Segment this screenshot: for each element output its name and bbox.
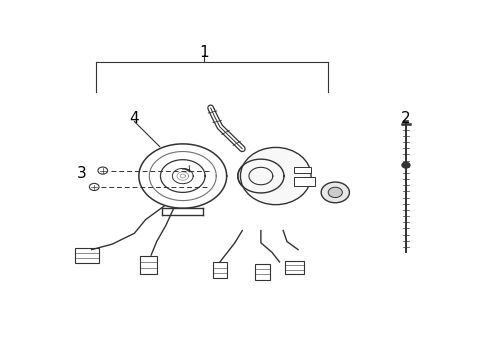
Bar bbox=[75, 248, 99, 263]
Circle shape bbox=[328, 187, 342, 198]
Bar bbox=[140, 256, 157, 274]
Text: 4: 4 bbox=[130, 111, 139, 126]
Circle shape bbox=[321, 182, 349, 203]
Text: 3: 3 bbox=[77, 166, 86, 181]
Bar bbox=[294, 177, 315, 185]
Circle shape bbox=[98, 167, 108, 174]
Bar bbox=[213, 262, 228, 278]
Bar bbox=[255, 264, 270, 280]
Text: 1: 1 bbox=[200, 45, 209, 60]
Bar bbox=[294, 166, 311, 173]
Bar bbox=[285, 261, 304, 274]
Ellipse shape bbox=[240, 147, 311, 205]
Circle shape bbox=[402, 162, 410, 168]
Circle shape bbox=[89, 183, 99, 190]
Text: 2: 2 bbox=[401, 111, 411, 126]
